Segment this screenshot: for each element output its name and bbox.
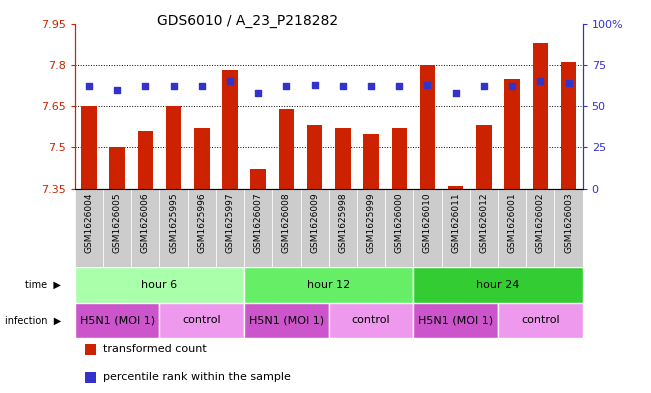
Text: GSM1626003: GSM1626003 (564, 193, 573, 253)
Text: hour 12: hour 12 (307, 280, 350, 290)
Point (253, 90, 264, 96)
Text: infection  ▶: infection ▶ (5, 315, 61, 325)
Bar (413, 303, 498, 338)
Bar (81, 106, 97, 189)
Bar (526, 189, 555, 267)
Point (197, 83, 207, 90)
Bar (251, 169, 266, 189)
Bar (307, 125, 322, 189)
Point (394, 83, 404, 90)
Text: control: control (352, 315, 391, 325)
Bar (476, 125, 492, 189)
Point (563, 80, 574, 86)
Bar (132, 189, 159, 267)
Text: GSM1626012: GSM1626012 (479, 193, 488, 253)
Bar (222, 70, 238, 189)
Text: GSM1626010: GSM1626010 (423, 193, 432, 253)
Text: H5N1 (MOI 1): H5N1 (MOI 1) (418, 315, 493, 325)
Point (112, 86, 122, 93)
Bar (244, 189, 272, 267)
Bar (75, 267, 244, 303)
Text: GSM1626008: GSM1626008 (282, 193, 291, 253)
Bar (75, 303, 159, 338)
Text: GSM1626005: GSM1626005 (113, 193, 122, 253)
Bar (216, 189, 244, 267)
Text: GSM1626002: GSM1626002 (536, 193, 545, 253)
Point (281, 83, 292, 90)
Bar (279, 109, 294, 189)
Text: GSM1626007: GSM1626007 (254, 193, 263, 253)
Point (309, 81, 320, 88)
Text: control: control (182, 315, 221, 325)
Bar (505, 79, 520, 189)
Text: H5N1 (MOI 1): H5N1 (MOI 1) (249, 315, 324, 325)
Point (507, 83, 518, 90)
Text: control: control (521, 315, 560, 325)
Bar (533, 43, 548, 189)
Bar (561, 62, 576, 189)
Bar (413, 189, 441, 267)
Point (338, 83, 348, 90)
Text: GSM1625996: GSM1625996 (197, 193, 206, 253)
Bar (159, 303, 244, 338)
Text: time  ▶: time ▶ (25, 280, 61, 290)
Bar (448, 186, 464, 189)
Point (84, 83, 94, 90)
Bar (103, 189, 132, 267)
Bar (85, 372, 96, 383)
Point (535, 78, 546, 84)
Text: percentile rank within the sample: percentile rank within the sample (103, 372, 290, 382)
Text: GDS6010 / A_23_P218282: GDS6010 / A_23_P218282 (157, 14, 338, 28)
Point (422, 81, 433, 88)
Text: hour 6: hour 6 (141, 280, 178, 290)
Bar (75, 189, 103, 267)
Text: GSM1625997: GSM1625997 (225, 193, 234, 253)
Bar (498, 303, 583, 338)
Bar (441, 189, 470, 267)
Point (140, 83, 150, 90)
Bar (85, 343, 96, 355)
Bar (166, 106, 182, 189)
Text: GSM1626009: GSM1626009 (310, 193, 319, 253)
Text: GSM1626004: GSM1626004 (85, 193, 94, 253)
Bar (335, 128, 351, 189)
Text: GSM1625995: GSM1625995 (169, 193, 178, 253)
Bar (498, 189, 526, 267)
Bar (137, 131, 153, 189)
Bar (420, 65, 436, 189)
Text: GSM1626011: GSM1626011 (451, 193, 460, 253)
Bar (385, 189, 413, 267)
Bar (272, 189, 301, 267)
Bar (555, 189, 583, 267)
Bar (194, 128, 210, 189)
Bar (187, 189, 216, 267)
Text: hour 24: hour 24 (477, 280, 519, 290)
Bar (413, 267, 583, 303)
Bar (391, 128, 407, 189)
Bar (244, 303, 329, 338)
Bar (244, 267, 413, 303)
Bar (363, 134, 379, 189)
Bar (301, 189, 329, 267)
Text: GSM1625999: GSM1625999 (367, 193, 376, 253)
Bar (329, 189, 357, 267)
Text: GSM1626000: GSM1626000 (395, 193, 404, 253)
Point (225, 78, 235, 84)
Bar (159, 189, 187, 267)
Text: GSM1626006: GSM1626006 (141, 193, 150, 253)
Text: H5N1 (MOI 1): H5N1 (MOI 1) (79, 315, 155, 325)
Text: GSM1626001: GSM1626001 (508, 193, 517, 253)
Point (478, 83, 489, 90)
Point (366, 83, 376, 90)
Text: transformed count: transformed count (103, 344, 206, 354)
Bar (109, 147, 125, 189)
Bar (470, 189, 498, 267)
Point (169, 83, 179, 90)
Point (450, 90, 461, 96)
Bar (329, 303, 413, 338)
Text: GSM1625998: GSM1625998 (339, 193, 348, 253)
Bar (357, 189, 385, 267)
